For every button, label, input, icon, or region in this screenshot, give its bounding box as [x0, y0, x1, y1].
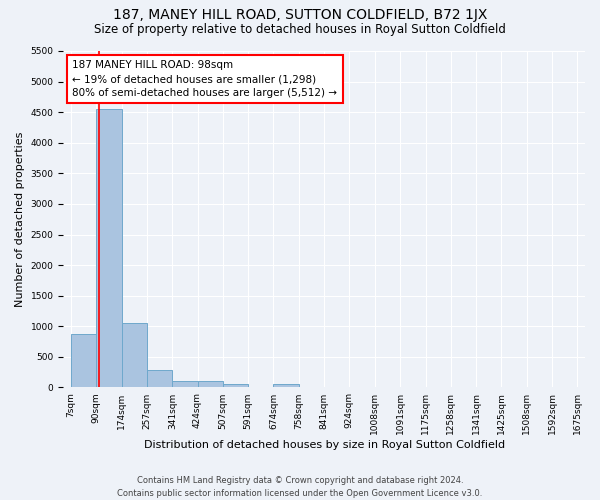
Bar [122, 323, 147, 388]
Text: Contains HM Land Registry data © Crown copyright and database right 2024.
Contai: Contains HM Land Registry data © Crown c… [118, 476, 482, 498]
Text: Size of property relative to detached houses in Royal Sutton Coldfield: Size of property relative to detached ho… [94, 22, 506, 36]
Bar [147, 370, 172, 388]
Bar [197, 382, 223, 388]
Text: 187 MANEY HILL ROAD: 98sqm
← 19% of detached houses are smaller (1,298)
80% of s: 187 MANEY HILL ROAD: 98sqm ← 19% of deta… [73, 60, 337, 98]
Y-axis label: Number of detached properties: Number of detached properties [15, 132, 25, 307]
Bar [223, 384, 248, 388]
Text: 187, MANEY HILL ROAD, SUTTON COLDFIELD, B72 1JX: 187, MANEY HILL ROAD, SUTTON COLDFIELD, … [113, 8, 487, 22]
X-axis label: Distribution of detached houses by size in Royal Sutton Coldfield: Distribution of detached houses by size … [143, 440, 505, 450]
Bar [71, 334, 96, 388]
Bar [96, 109, 122, 388]
Bar [172, 382, 197, 388]
Bar [274, 384, 299, 388]
